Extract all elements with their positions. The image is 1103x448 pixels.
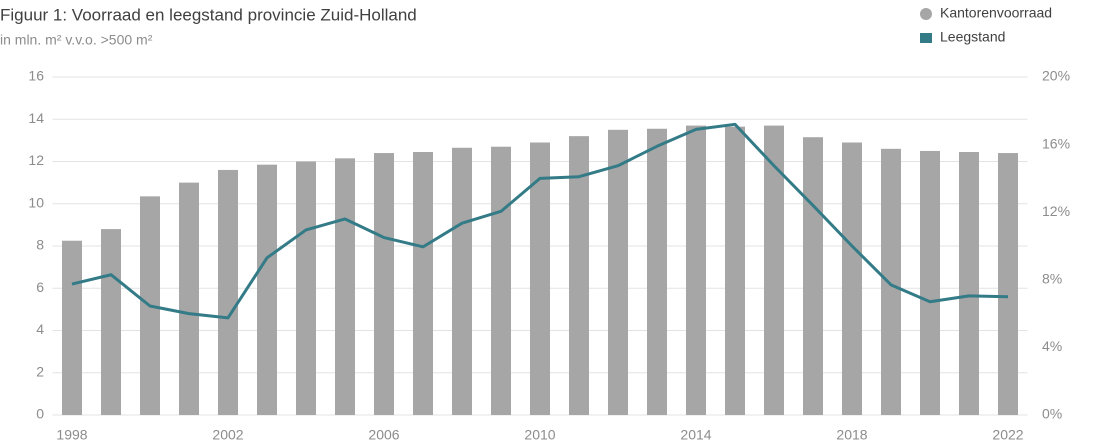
bar [569, 136, 589, 415]
bar [530, 142, 550, 416]
y-tick-label: 2 [36, 363, 44, 379]
bar [218, 169, 238, 415]
bar [803, 137, 823, 416]
y2-tick-label: 0% [1042, 406, 1062, 422]
y2-tick-label: 8% [1042, 271, 1062, 287]
bar [296, 161, 316, 415]
bar [920, 150, 940, 415]
y-tick-label: 6 [36, 279, 44, 295]
y-tick-label: 12 [28, 152, 44, 168]
x-tick-label: 2018 [836, 427, 867, 443]
bar [335, 158, 355, 416]
x-tick-label: 2006 [368, 427, 399, 443]
legend-label: Leegstand [940, 29, 1005, 45]
legend-swatch [920, 33, 932, 43]
chart-subtitle: in mln. m² v.v.o. >500 m² [0, 32, 153, 48]
line [71, 122, 1009, 320]
x-tick-label: 2014 [680, 427, 711, 443]
bar [725, 126, 745, 416]
bar [62, 240, 82, 415]
y2-tick-label: 4% [1042, 338, 1062, 354]
y2-tick-label: 12% [1042, 203, 1070, 219]
bar [257, 164, 277, 415]
bar [101, 229, 121, 415]
y-tick-label: 16 [28, 68, 44, 84]
x-tick-label: 2002 [212, 427, 243, 443]
y-tick-label: 10 [28, 194, 44, 210]
bar [608, 129, 628, 415]
x-tick-label: 1998 [56, 427, 87, 443]
bar [842, 142, 862, 416]
bar [452, 147, 472, 416]
bar [998, 153, 1018, 416]
legend-label: Kantorenvoorraad [940, 5, 1052, 21]
x-tick-label: 2010 [524, 427, 555, 443]
bar [764, 125, 784, 416]
bar [491, 146, 511, 415]
legend-swatch [920, 8, 932, 20]
bar [959, 151, 979, 415]
y-tick-label: 14 [28, 110, 44, 126]
y2-tick-label: 20% [1042, 68, 1070, 84]
bar [881, 148, 901, 415]
bar [179, 182, 199, 415]
bar [413, 151, 433, 415]
y-tick-label: 8 [36, 237, 44, 253]
bar [686, 125, 706, 416]
y2-tick-label: 16% [1042, 135, 1070, 151]
bar [374, 153, 394, 416]
x-tick-label: 2022 [992, 427, 1023, 443]
y-tick-label: 4 [36, 321, 44, 337]
chart-title: Figuur 1: Voorraad en leegstand provinci… [0, 5, 417, 24]
y-tick-label: 0 [36, 406, 44, 422]
bar [647, 128, 667, 415]
